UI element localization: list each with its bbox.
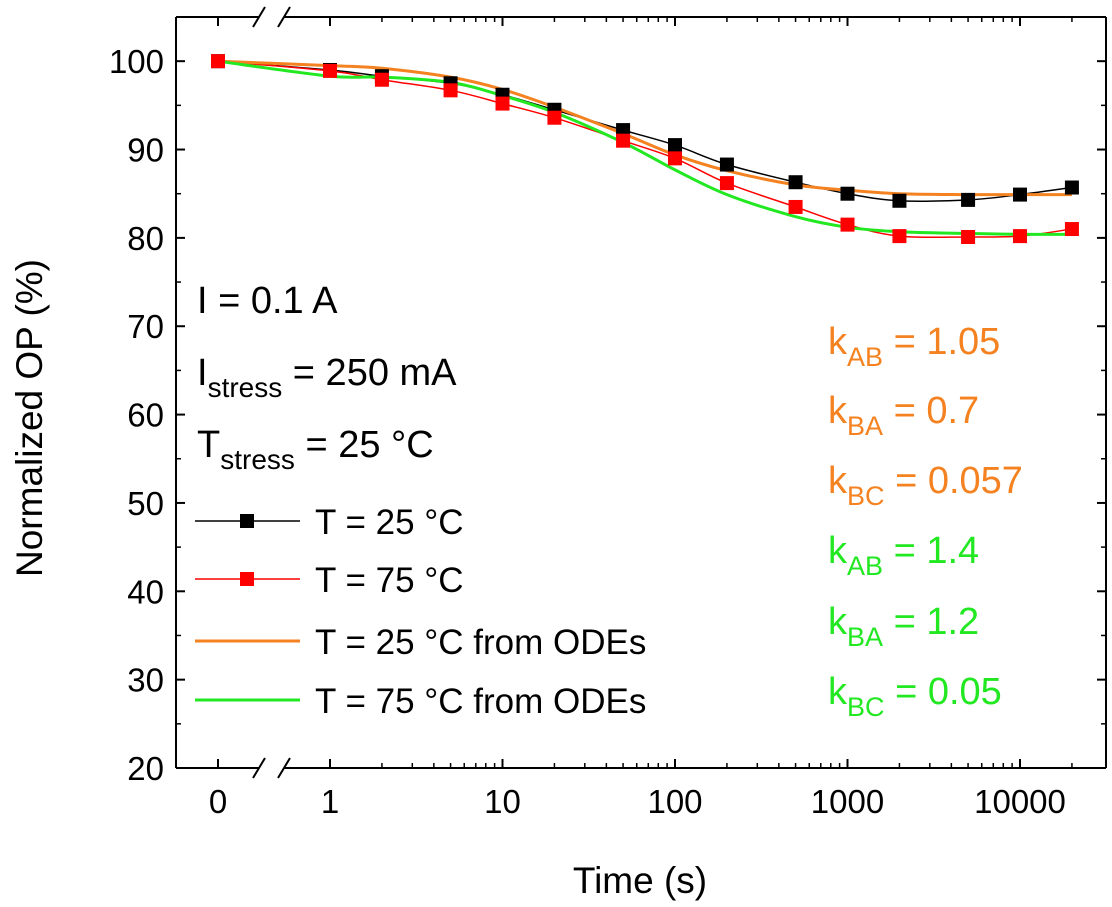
y-axis: 20 30 40 50 60 70 80 90 100 <box>109 43 1106 787</box>
y-tick-label: 60 <box>127 397 164 434</box>
data-point-series-2 <box>840 217 855 232</box>
data-point-series-2 <box>443 83 458 98</box>
plot-frame <box>175 6 1107 779</box>
x-tick-label: 10000 <box>974 783 1066 820</box>
axis-break-mark <box>252 6 266 28</box>
data-point-series-2 <box>668 151 682 166</box>
rate-parameters: kAB = 1.05 kBA = 0.7 kBC = 0.057 kAB = 1.4 k… <box>828 321 1023 722</box>
data-point-series-2 <box>961 229 976 244</box>
rate-parameter: kAB = 1.05 <box>828 321 1000 372</box>
axis-break-mark <box>277 6 291 28</box>
x-tick-label: 0 <box>209 783 227 820</box>
data-point-series-1 <box>840 186 855 201</box>
rate-parameter: kBA = 0.7 <box>828 390 979 441</box>
rate-parameter: kBC = 0.05 <box>828 671 1002 722</box>
y-axis-title: Normalized OP (%) <box>9 259 50 577</box>
legend-marker <box>240 572 254 586</box>
data-point-series-2 <box>495 96 510 111</box>
data-point-series-1 <box>788 175 803 190</box>
x-tick-label: 10 <box>484 783 521 820</box>
legend-marker <box>240 514 254 528</box>
y-tick-label: 50 <box>127 485 164 522</box>
series-line-1 <box>217 60 1073 202</box>
data-point-series-1 <box>892 193 907 208</box>
data-point-series-1 <box>668 138 682 153</box>
y-tick-label: 20 <box>127 750 164 787</box>
legend: T = 25 °C T = 75 °C T = 25 °C from ODEs T =… <box>195 503 646 721</box>
legend-label: T = 75 °C from ODEs <box>315 682 646 721</box>
y-tick-label: 90 <box>127 132 164 169</box>
data-point-series-2 <box>719 176 734 191</box>
condition-line: I = 0.1 A <box>197 280 338 322</box>
axis-break-mark <box>252 757 266 779</box>
condition-line: Tstress = 25 °C <box>197 424 434 475</box>
x-tick-label: 100 <box>647 783 702 820</box>
x-tick-label: 1000 <box>811 783 884 820</box>
axis-break-mark <box>277 757 291 779</box>
y-tick-label: 80 <box>127 220 164 257</box>
data-point-series-1 <box>1013 187 1027 202</box>
data-point-series-2 <box>892 229 907 244</box>
data-point-series-2 <box>374 72 389 87</box>
rate-parameter: kBC = 0.057 <box>828 460 1023 511</box>
series-line-3 <box>217 59 1072 197</box>
data-point-series-2 <box>323 63 337 78</box>
y-tick-label: 100 <box>109 43 164 80</box>
data-point-series-1 <box>616 123 631 138</box>
series-line-2 <box>217 60 1073 239</box>
legend-label: T = 75 °C <box>315 561 464 600</box>
condition-line: Istress = 250 mA <box>197 352 457 403</box>
conditions-annotation: I = 0.1 A Istress = 250 mA Tstress = 25 °C <box>197 280 457 475</box>
x-axis: 0 1 10 100 1000 10000 <box>209 17 1073 820</box>
series-layer <box>211 54 1079 244</box>
legend-label: T = 25 °C <box>315 503 464 542</box>
y-tick-label: 70 <box>127 308 164 345</box>
data-point-series-1 <box>1064 180 1079 195</box>
data-point-series-2 <box>788 199 803 214</box>
data-point-series-2 <box>1013 229 1027 244</box>
data-point-series-1 <box>961 192 976 207</box>
y-tick-label: 40 <box>127 573 164 610</box>
x-axis-title: Time (s) <box>573 860 707 901</box>
rate-parameter: kBA = 1.2 <box>828 601 979 652</box>
rate-parameter: kAB = 1.4 <box>828 530 979 581</box>
data-point-series-2 <box>211 54 225 69</box>
data-point-series-1 <box>719 157 734 172</box>
x-tick-label: 1 <box>321 783 339 820</box>
data-point-series-2 <box>547 110 562 125</box>
y-tick-label: 30 <box>127 662 164 699</box>
data-point-series-2 <box>616 133 631 148</box>
legend-label: T = 25 °C from ODEs <box>315 623 646 662</box>
data-point-series-2 <box>1064 222 1079 237</box>
